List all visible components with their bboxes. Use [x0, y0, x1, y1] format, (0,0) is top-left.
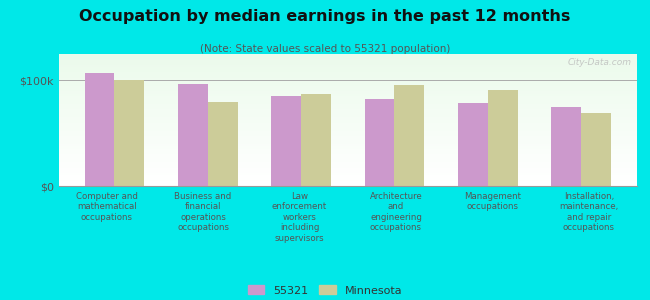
Bar: [58, 86, 637, 88]
Text: Architecture
and
engineering
occupations: Architecture and engineering occupations: [370, 192, 422, 232]
Bar: [114, 80, 144, 186]
Bar: [58, 125, 637, 128]
Bar: [58, 123, 637, 125]
Bar: [58, 99, 637, 101]
Bar: [58, 110, 637, 112]
Legend: 55321, Minnesota: 55321, Minnesota: [243, 281, 407, 300]
Bar: [58, 115, 637, 117]
Bar: [58, 54, 637, 57]
Bar: [58, 146, 637, 149]
Bar: [58, 157, 637, 160]
Bar: [58, 141, 637, 144]
Bar: [58, 117, 637, 120]
Bar: [58, 152, 637, 154]
Bar: [58, 181, 637, 183]
Bar: [58, 170, 637, 173]
Bar: [58, 101, 637, 104]
Bar: [58, 75, 637, 78]
Bar: [58, 88, 637, 91]
Bar: [58, 160, 637, 162]
Bar: [58, 162, 637, 165]
Bar: [58, 57, 637, 59]
Text: Business and
financial
operations
occupations: Business and financial operations occupa…: [174, 192, 232, 232]
Bar: [84, 73, 114, 186]
Bar: [58, 128, 637, 130]
Text: Management
occupations: Management occupations: [464, 192, 521, 212]
Bar: [58, 107, 637, 110]
Bar: [58, 78, 637, 80]
Bar: [58, 178, 637, 181]
Bar: [58, 133, 637, 136]
Bar: [58, 70, 637, 73]
Bar: [58, 154, 637, 157]
Bar: [58, 80, 637, 83]
Text: (Note: State values scaled to 55321 population): (Note: State values scaled to 55321 popu…: [200, 44, 450, 53]
Bar: [178, 84, 208, 186]
Bar: [58, 94, 637, 96]
Bar: [58, 120, 637, 123]
Bar: [58, 62, 637, 64]
Bar: [488, 90, 517, 186]
Bar: [58, 91, 637, 94]
Text: City-Data.com: City-Data.com: [567, 58, 631, 67]
Bar: [58, 173, 637, 175]
Text: Computer and
mathematical
occupations: Computer and mathematical occupations: [76, 192, 138, 222]
Bar: [301, 94, 331, 186]
Bar: [58, 183, 637, 186]
Bar: [365, 99, 395, 186]
Bar: [271, 96, 301, 186]
Bar: [58, 167, 637, 170]
Bar: [58, 130, 637, 133]
Bar: [58, 176, 637, 178]
Bar: [58, 165, 637, 167]
Bar: [551, 107, 581, 186]
Bar: [58, 112, 637, 115]
Bar: [58, 149, 637, 152]
Bar: [58, 83, 637, 86]
Bar: [58, 139, 637, 141]
Bar: [58, 144, 637, 146]
Bar: [458, 103, 488, 186]
Bar: [58, 73, 637, 75]
Bar: [58, 64, 637, 67]
Text: Installation,
maintenance,
and repair
occupations: Installation, maintenance, and repair oc…: [559, 192, 618, 232]
Bar: [58, 96, 637, 99]
Bar: [581, 113, 611, 186]
Text: Law
enforcement
workers
including
supervisors: Law enforcement workers including superv…: [272, 192, 327, 243]
Bar: [395, 85, 424, 186]
Bar: [208, 101, 238, 186]
Bar: [58, 59, 637, 62]
Bar: [58, 104, 637, 107]
Text: Occupation by median earnings in the past 12 months: Occupation by median earnings in the pas…: [79, 9, 571, 24]
Bar: [58, 136, 637, 139]
Bar: [58, 67, 637, 70]
